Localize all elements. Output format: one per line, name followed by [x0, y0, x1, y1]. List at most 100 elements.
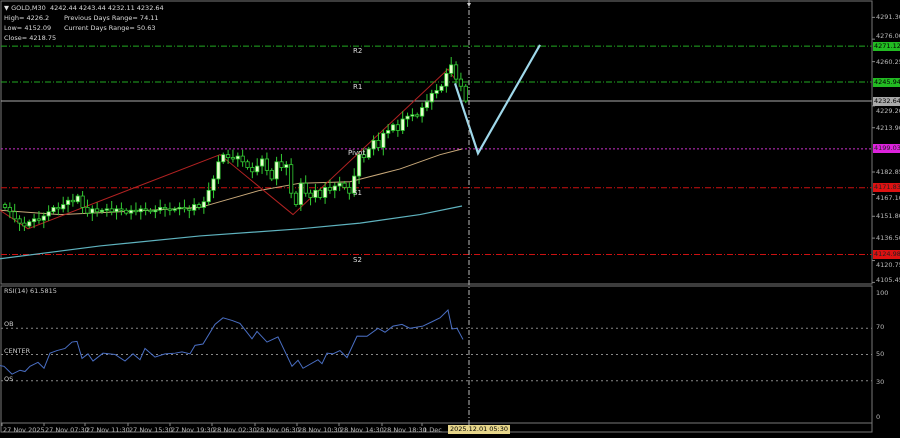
candle-body	[104, 208, 109, 211]
time-axis-label: 28 Nov 10:30	[298, 426, 342, 434]
previous-days-range: Previous Days Range= 74.11	[64, 14, 159, 22]
candle-body	[313, 189, 318, 198]
crosshair-time-label: 2025.12.01 05:30	[448, 425, 511, 434]
candle-body	[386, 130, 391, 134]
price-axis-label: 4276.00	[876, 32, 900, 41]
price-axis-label: 4182.85	[876, 168, 900, 176]
pivot-label-r1: R1	[353, 83, 363, 92]
time-axis-label: 28 Nov 18:30	[383, 426, 427, 434]
candle-body	[366, 148, 371, 158]
candle-body	[347, 187, 352, 194]
candle-body	[400, 118, 405, 131]
candle-body	[327, 187, 333, 191]
price-axis-label: 4136.50	[876, 234, 900, 243]
pivot-label-r2: R2	[353, 47, 363, 56]
pivot-label-pivot: Pivot	[348, 148, 366, 157]
time-axis-label: 27 Nov 07:30	[45, 426, 89, 434]
candle-body	[80, 195, 85, 208]
pivot-price-tag: 4124.98	[873, 250, 900, 260]
candle-body	[235, 155, 240, 160]
candle-body	[308, 192, 313, 198]
candle-body	[255, 165, 260, 173]
candle-body	[22, 222, 27, 227]
candle-body	[356, 154, 362, 177]
price-axis-label: 4213.90	[876, 123, 900, 132]
close-value: Close= 4218.75	[4, 34, 57, 42]
collapse-triangle-icon[interactable]: ▼	[4, 4, 9, 12]
candle-body	[32, 218, 37, 223]
candle-body	[216, 161, 221, 180]
rsi-axis-50: 50	[876, 350, 885, 358]
rsi-axis-100: 100	[876, 289, 889, 297]
candle-body	[424, 101, 430, 109]
candle-body	[177, 207, 182, 210]
candle-body	[264, 158, 270, 171]
candle-body	[85, 207, 90, 214]
candle-body	[201, 201, 206, 208]
candle-body	[211, 178, 216, 191]
rsi-title: RSI(14) 61.5815	[4, 287, 57, 295]
candle-body	[27, 221, 32, 227]
time-axis-label: 28 Nov 02:30	[213, 426, 257, 434]
candle-body	[172, 208, 177, 211]
rsi-level-ob: OB	[4, 320, 14, 328]
candle-body	[284, 164, 289, 168]
candle-body	[41, 215, 46, 221]
time-axis-label: 27 Nov 11:30	[86, 426, 130, 434]
price-axis-label: 4105.45	[876, 276, 900, 284]
candle-body	[46, 211, 51, 217]
candle-body	[206, 189, 211, 203]
candle-body	[70, 199, 75, 203]
candle-body	[95, 208, 100, 213]
candle-body	[65, 199, 71, 205]
price-axis-label: 4260.25	[876, 57, 900, 66]
forecast-path-line	[453, 44, 541, 156]
candle-body	[56, 207, 61, 210]
candle-body	[361, 154, 367, 158]
time-axis-label: 28 Nov 14:30	[340, 426, 384, 434]
pivot-price-tag: 4171.83	[873, 183, 900, 193]
candle-body	[405, 115, 410, 120]
rsi-axis-30: 30	[876, 378, 885, 386]
current-price-tag: 4232.64	[873, 96, 900, 106]
candle-body	[395, 124, 400, 131]
candle-body	[75, 195, 80, 203]
candle-body	[51, 207, 56, 213]
candle-body	[293, 192, 299, 205]
time-axis-label: 28 Nov 06:30	[256, 426, 300, 434]
candle-body	[124, 209, 129, 214]
candle-body	[352, 175, 357, 194]
candle-body	[167, 208, 172, 211]
candle-body	[36, 218, 42, 221]
rsi-axis-0: 0	[876, 413, 881, 421]
pivot-price-tag: 4245.94	[873, 77, 900, 87]
pivot-price-tag: 4271.12	[873, 41, 900, 51]
rsi-level-center: CENTER	[4, 347, 31, 355]
candle-body	[390, 124, 396, 131]
price-axis-label: 4291.30	[876, 13, 900, 22]
rsi-pane-frame	[0, 285, 873, 433]
candle-body	[158, 207, 163, 211]
crosshair-marker-icon	[467, 3, 471, 7]
candle-body	[303, 182, 308, 194]
candle-body	[230, 157, 236, 160]
candle-body	[322, 187, 328, 198]
candle-body	[269, 169, 274, 180]
low-value: Low= 4152.09	[4, 24, 52, 32]
candle-body	[410, 114, 415, 117]
candle-body	[196, 204, 202, 208]
candle-body	[17, 218, 22, 224]
high-value: High= 4226.2	[4, 14, 50, 22]
time-axis-label: 27 Nov 15:30	[129, 426, 173, 434]
candle-body	[114, 208, 119, 213]
rsi-level-os: OS	[4, 375, 14, 383]
candle-body	[449, 64, 454, 74]
candle-body	[221, 154, 226, 163]
candle-body	[279, 161, 284, 168]
symbol-label: GOLD,M30	[11, 4, 46, 12]
pivot-price-tag: 4199.03	[873, 144, 900, 154]
pivot-label-s2: S2	[353, 255, 362, 264]
price-axis-label: 4120.75	[876, 260, 900, 269]
candle-body	[12, 211, 17, 220]
